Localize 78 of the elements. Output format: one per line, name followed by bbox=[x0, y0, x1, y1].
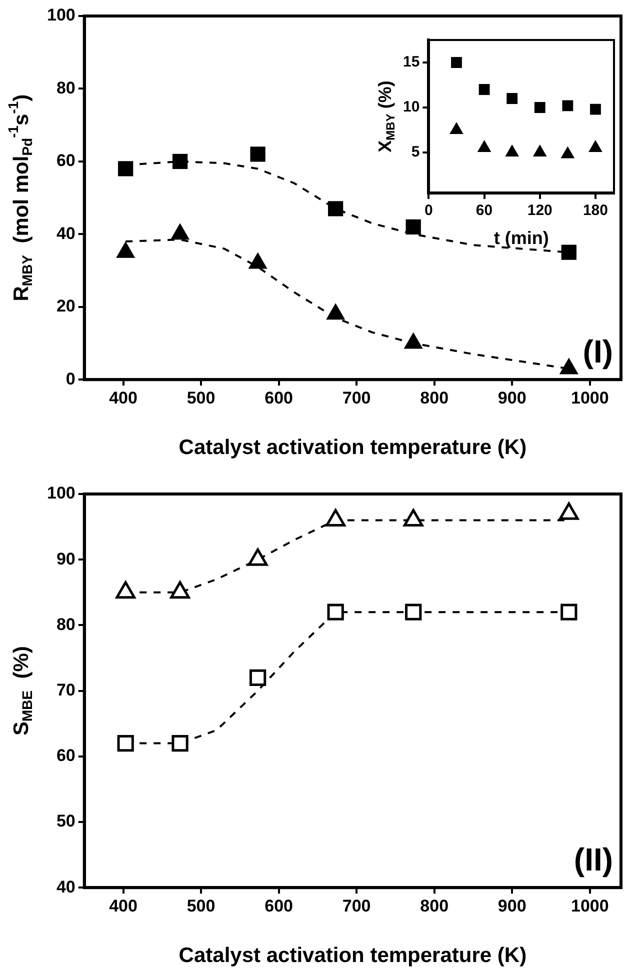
point bbox=[172, 734, 188, 752]
point bbox=[404, 332, 423, 349]
point bbox=[170, 224, 190, 240]
point bbox=[117, 734, 134, 752]
y-tick-label: 40 bbox=[56, 877, 76, 896]
y-tick-label: 5 bbox=[411, 144, 420, 161]
x-tick-label: 500 bbox=[186, 896, 216, 916]
x-tick-label: 600 bbox=[264, 388, 293, 408]
point bbox=[116, 242, 135, 258]
y-tick-label: 15 bbox=[402, 54, 420, 71]
y-tick-label: 60 bbox=[56, 746, 76, 766]
point bbox=[558, 502, 579, 520]
x-tick-label: 400 bbox=[109, 388, 138, 408]
point bbox=[561, 146, 574, 158]
x-tick-label: 400 bbox=[109, 896, 138, 916]
x-tick-label: 700 bbox=[342, 388, 371, 408]
x-tick-label: 120 bbox=[527, 202, 552, 220]
y-tick-label: 40 bbox=[56, 224, 76, 243]
point bbox=[533, 145, 546, 156]
point bbox=[249, 669, 266, 686]
y-tick-label: 0 bbox=[66, 369, 76, 388]
y-tick-label: 70 bbox=[56, 680, 76, 700]
point bbox=[560, 604, 578, 620]
y-axis-title: XMBY (%) bbox=[374, 80, 398, 152]
x-tick-label: 0 bbox=[424, 202, 433, 220]
point bbox=[561, 244, 576, 260]
point bbox=[590, 104, 601, 115]
x-tick-label: 900 bbox=[498, 896, 526, 916]
point bbox=[534, 102, 546, 113]
x-tick-label: 900 bbox=[498, 388, 526, 408]
point bbox=[478, 140, 491, 152]
y-tick-label: 60 bbox=[56, 151, 76, 170]
point bbox=[506, 93, 518, 104]
y-tick-label: 100 bbox=[46, 6, 76, 25]
y-axis-title: SMBE (%) bbox=[10, 646, 36, 736]
y-tick-label: 20 bbox=[56, 296, 76, 316]
point bbox=[478, 84, 490, 95]
point bbox=[562, 100, 574, 112]
point bbox=[172, 154, 188, 170]
x-axis-title: Catalyst activation temperature (K) bbox=[178, 436, 527, 459]
y-tick-label: 80 bbox=[56, 614, 76, 634]
x-tick-label: 1000 bbox=[570, 388, 609, 408]
y-axis-title: RMBY (mol molPd-1s-1) bbox=[4, 94, 36, 302]
point bbox=[560, 358, 578, 374]
x-tick-label: 1000 bbox=[570, 896, 609, 916]
point bbox=[248, 548, 268, 566]
y-tick-label: 90 bbox=[56, 549, 76, 568]
x-tick-label: 180 bbox=[582, 202, 608, 220]
point bbox=[250, 146, 266, 162]
annotation: (I) bbox=[582, 333, 613, 370]
point bbox=[248, 252, 267, 269]
point bbox=[451, 57, 462, 68]
point bbox=[328, 201, 344, 216]
x-tick-label: 60 bbox=[476, 202, 493, 220]
point bbox=[118, 161, 134, 176]
x-tick-label: 600 bbox=[264, 896, 293, 916]
point bbox=[406, 219, 421, 234]
x-tick-label: 800 bbox=[420, 896, 449, 916]
point bbox=[116, 581, 136, 599]
y-tick-label: 80 bbox=[56, 78, 76, 98]
point bbox=[403, 508, 424, 526]
x-tick-label: 800 bbox=[420, 388, 449, 408]
point bbox=[326, 304, 345, 320]
x-axis-title: Catalyst activation temperature (K) bbox=[178, 944, 527, 967]
point bbox=[450, 122, 464, 134]
point bbox=[170, 581, 190, 599]
point bbox=[405, 604, 422, 620]
y-tick-label: 10 bbox=[402, 98, 420, 116]
annotation: (II) bbox=[574, 841, 613, 878]
x-tick-label: 700 bbox=[342, 896, 371, 916]
y-tick-label: 100 bbox=[46, 484, 76, 503]
point bbox=[327, 604, 344, 620]
y-tick-label: 50 bbox=[56, 812, 76, 831]
point bbox=[326, 508, 346, 526]
point bbox=[506, 145, 519, 156]
point bbox=[588, 140, 602, 152]
x-axis-title: t (min) bbox=[494, 228, 549, 248]
x-tick-label: 500 bbox=[186, 388, 216, 408]
